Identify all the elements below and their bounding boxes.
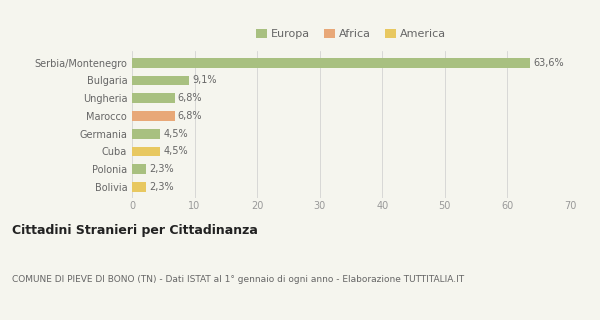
Text: 9,1%: 9,1% — [192, 76, 217, 85]
Bar — [132, 182, 146, 192]
Text: COMUNE DI PIEVE DI BONO (TN) - Dati ISTAT al 1° gennaio di ogni anno - Elaborazi: COMUNE DI PIEVE DI BONO (TN) - Dati ISTA… — [12, 275, 464, 284]
Bar — [132, 129, 160, 139]
Text: 4,5%: 4,5% — [163, 129, 188, 139]
Text: 6,8%: 6,8% — [178, 93, 202, 103]
Text: 63,6%: 63,6% — [533, 58, 564, 68]
Bar — [132, 93, 175, 103]
Bar — [132, 111, 175, 121]
Text: 6,8%: 6,8% — [178, 111, 202, 121]
Bar — [132, 147, 160, 156]
Text: 2,3%: 2,3% — [149, 164, 174, 174]
Text: Cittadini Stranieri per Cittadinanza: Cittadini Stranieri per Cittadinanza — [12, 224, 258, 237]
Bar — [132, 58, 530, 68]
Text: 4,5%: 4,5% — [163, 146, 188, 156]
Text: 2,3%: 2,3% — [149, 182, 174, 192]
Bar — [132, 164, 146, 174]
Legend: Europa, Africa, America: Europa, Africa, America — [251, 24, 451, 44]
Bar — [132, 76, 189, 85]
